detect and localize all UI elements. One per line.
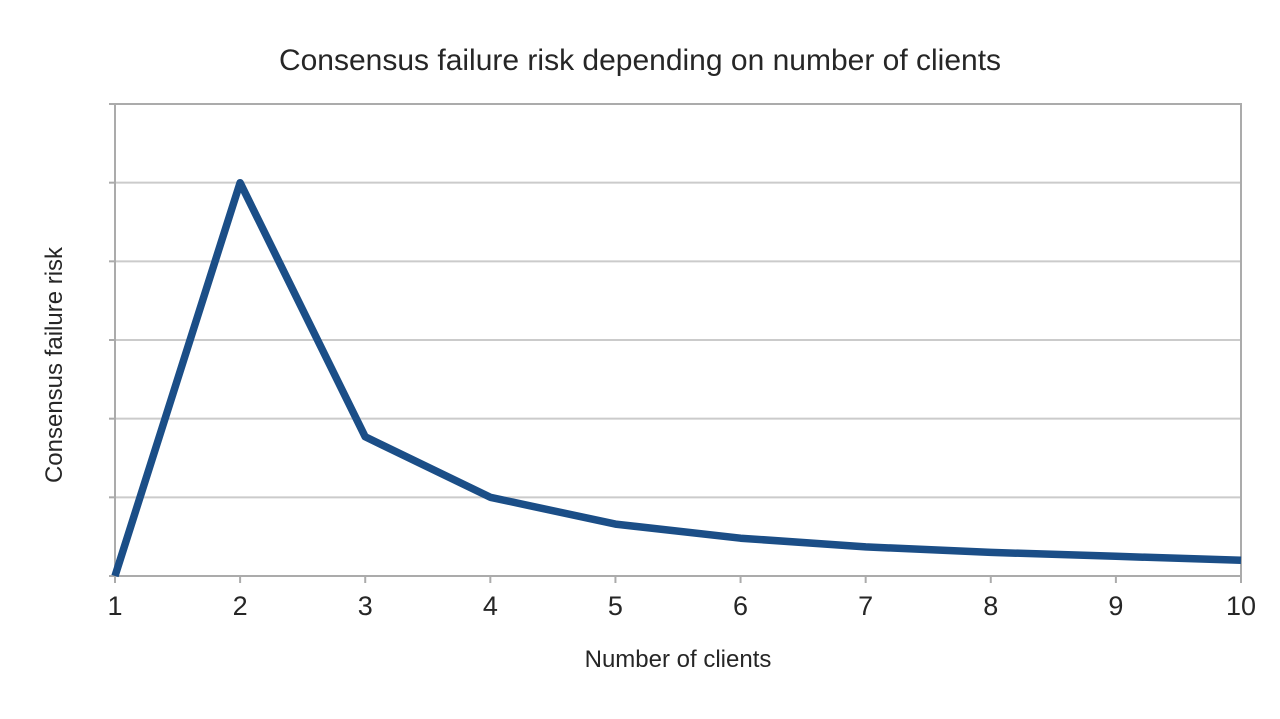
y-axis-title: Consensus failure risk — [41, 246, 68, 484]
chart-title: Consensus failure risk depending on numb… — [278, 44, 1002, 77]
x-tick-label: 6 — [733, 591, 749, 621]
plot-frame — [114, 103, 1242, 577]
x-tick-label: 10 — [1225, 591, 1257, 621]
x-tick-label: 8 — [983, 591, 999, 621]
x-tick-label: 4 — [482, 591, 498, 621]
x-tick-label: 3 — [357, 591, 373, 621]
x-tick-label: 1 — [107, 591, 123, 621]
x-tick-label: 5 — [607, 591, 623, 621]
x-tick-label: 7 — [858, 591, 874, 621]
x-tick-label: 9 — [1108, 591, 1124, 621]
x-axis-title: Number of clients — [584, 646, 772, 673]
x-tick-label: 2 — [232, 591, 248, 621]
risk-line-series — [111, 178, 1242, 578]
